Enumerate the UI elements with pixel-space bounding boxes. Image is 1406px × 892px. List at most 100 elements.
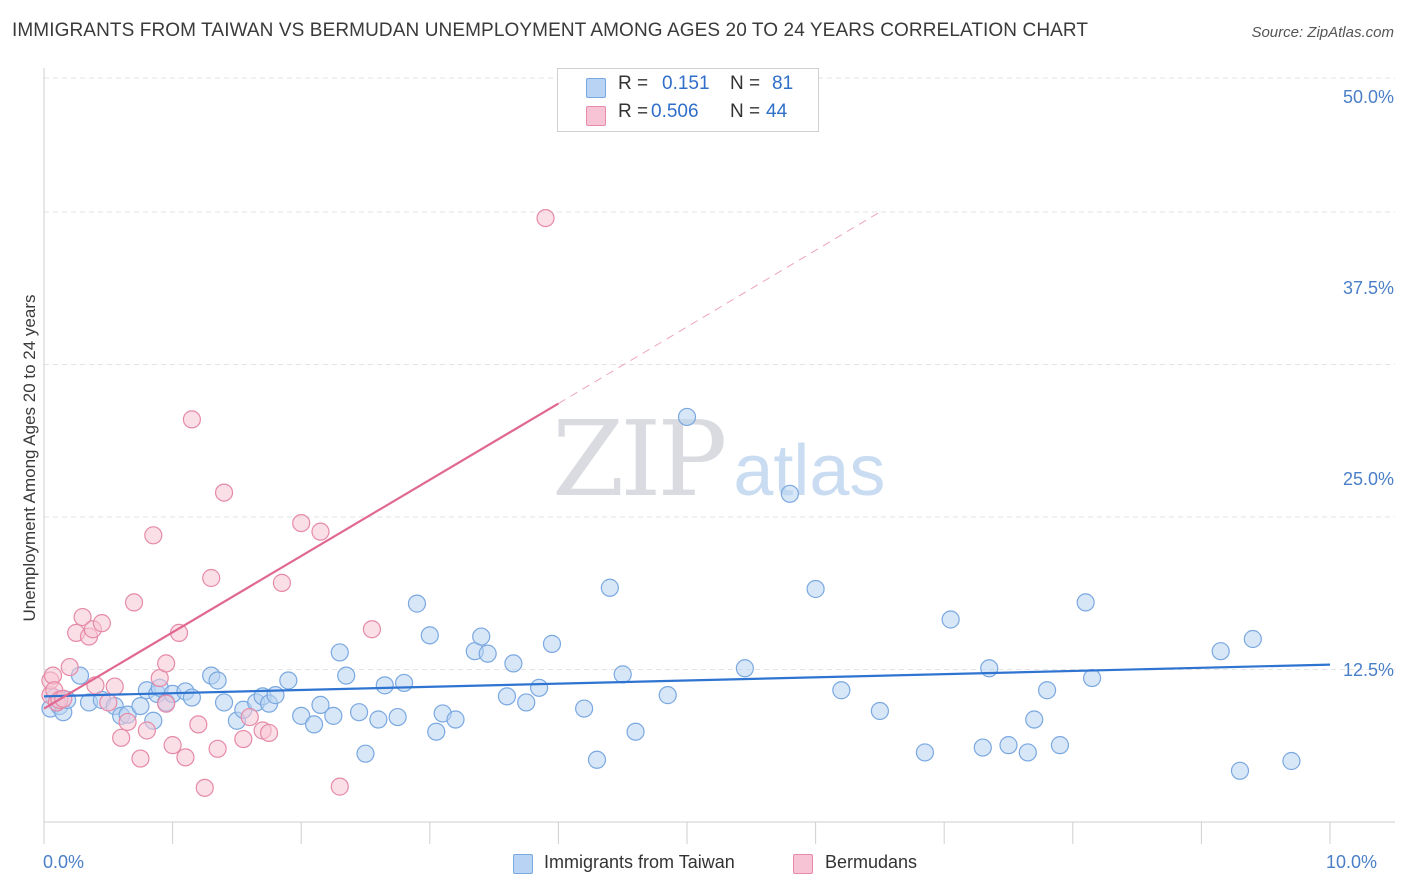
taiwan-point	[1037, 681, 1057, 700]
taiwan-point	[504, 654, 523, 673]
legend-r-value: 0.506	[651, 101, 699, 122]
taiwan-point	[780, 484, 799, 503]
taiwan-point	[1211, 642, 1230, 661]
bermudan-trend-extension	[558, 211, 881, 404]
taiwan-point	[542, 634, 562, 653]
taiwan-point	[1082, 668, 1102, 688]
bermudan-point	[311, 522, 330, 541]
legend-n-value: 44	[766, 101, 788, 122]
bermudan-point	[131, 749, 150, 768]
bermudan-point	[99, 693, 118, 712]
bermudan-point	[240, 707, 259, 727]
bermudan-point	[137, 721, 156, 740]
legend-r-value: 0.151	[662, 73, 710, 94]
chart-title: IMMIGRANTS FROM TAIWAN VS BERMUDAN UNEMP…	[12, 20, 1089, 41]
taiwan-point	[337, 666, 356, 685]
bermudan-point	[86, 676, 105, 695]
bottom-legend-taiwan: Immigrants from Taiwan	[544, 852, 735, 872]
taiwan-point	[941, 610, 960, 629]
bermudan-point	[292, 513, 311, 533]
taiwan-point	[427, 722, 446, 741]
legend: R = 0.151 N = 81 R = 0.506 N = 44	[557, 68, 819, 132]
bermudan-point	[214, 483, 234, 502]
taiwan-point	[1243, 629, 1262, 649]
bermudan-point	[330, 777, 349, 796]
taiwan-point	[1050, 736, 1070, 755]
bermudan-point	[536, 209, 555, 228]
taiwan-point	[330, 643, 349, 662]
bermudan-point	[92, 614, 111, 633]
y-tick-label: 12.5%	[1342, 660, 1394, 680]
legend-r-label: R =	[618, 101, 649, 122]
taiwan-point	[735, 659, 754, 678]
bermudan-point	[144, 526, 163, 545]
bermudan-point	[157, 654, 176, 673]
taiwan-point	[420, 626, 439, 645]
taiwan-point	[472, 627, 491, 646]
bermudan-point	[362, 620, 382, 639]
bermudan-point	[176, 748, 195, 767]
y-tick-label: 25.0%	[1342, 469, 1394, 489]
taiwan-point	[208, 671, 227, 690]
taiwan-point	[806, 579, 825, 599]
legend-swatch-blue	[586, 78, 606, 98]
legend-r-label: R =	[618, 73, 649, 94]
taiwan-point	[626, 722, 645, 741]
bermudan-point	[182, 410, 201, 429]
bermudan-point	[208, 739, 227, 758]
taiwan-point	[279, 671, 298, 690]
bermudan-point	[157, 694, 176, 713]
taiwan-point	[870, 701, 890, 721]
legend-n-label: N =	[730, 101, 761, 122]
taiwan-point	[658, 686, 677, 705]
taiwan-point	[356, 744, 375, 763]
taiwan-point	[677, 407, 697, 427]
taiwan-point	[214, 693, 234, 712]
bermudan-point	[118, 712, 137, 732]
taiwan-point	[394, 673, 414, 693]
taiwan-point	[1025, 710, 1044, 729]
bottom-legend-bermudans: Bermudans	[825, 852, 918, 872]
taiwan-point	[375, 676, 394, 695]
bermudan-point	[112, 728, 131, 747]
x-tick-label: 0.0%	[43, 852, 85, 872]
taiwan-point	[292, 706, 311, 725]
bermudan-trend-line	[43, 402, 559, 710]
taiwan-point	[530, 678, 549, 697]
bermudan-point	[259, 723, 279, 743]
taiwan-point	[497, 687, 517, 706]
bermudan-point	[272, 573, 292, 592]
bermudan-point	[202, 568, 221, 588]
taiwan-point	[613, 665, 632, 684]
taiwan-point	[832, 681, 851, 700]
source-label: Source: ZipAtlas.com	[1251, 24, 1394, 41]
bermudan-point	[73, 607, 92, 627]
bermudan-point	[124, 593, 144, 612]
bermudan-point	[195, 778, 214, 797]
taiwan-point	[973, 738, 992, 757]
taiwan-point	[311, 695, 330, 714]
bottom-legend-swatch-pink	[793, 854, 813, 874]
bermudan-point	[234, 729, 253, 749]
y-tick-label: 37.5%	[1342, 278, 1394, 298]
taiwan-point	[587, 750, 607, 769]
taiwan-point	[388, 707, 407, 727]
taiwan-point	[999, 736, 1018, 755]
bermudan-point	[163, 736, 182, 755]
taiwan-point	[478, 644, 497, 663]
taiwan-point	[517, 693, 536, 712]
x-tick-label: 10.0%	[1326, 852, 1378, 872]
legend-row-taiwan: R = 0.151 N = 81	[558, 73, 818, 101]
taiwan-point	[266, 686, 285, 705]
taiwan-point	[446, 710, 465, 729]
taiwan-point	[915, 743, 935, 762]
legend-swatch-pink	[586, 106, 606, 126]
bermudan-point	[60, 657, 79, 677]
bermudan-point	[105, 677, 124, 696]
taiwan-point	[131, 696, 150, 716]
bermudan-point	[189, 715, 208, 734]
legend-n-label: N =	[730, 73, 761, 94]
taiwan-point	[1230, 761, 1250, 780]
y-tick-label: 50.0%	[1342, 87, 1394, 107]
